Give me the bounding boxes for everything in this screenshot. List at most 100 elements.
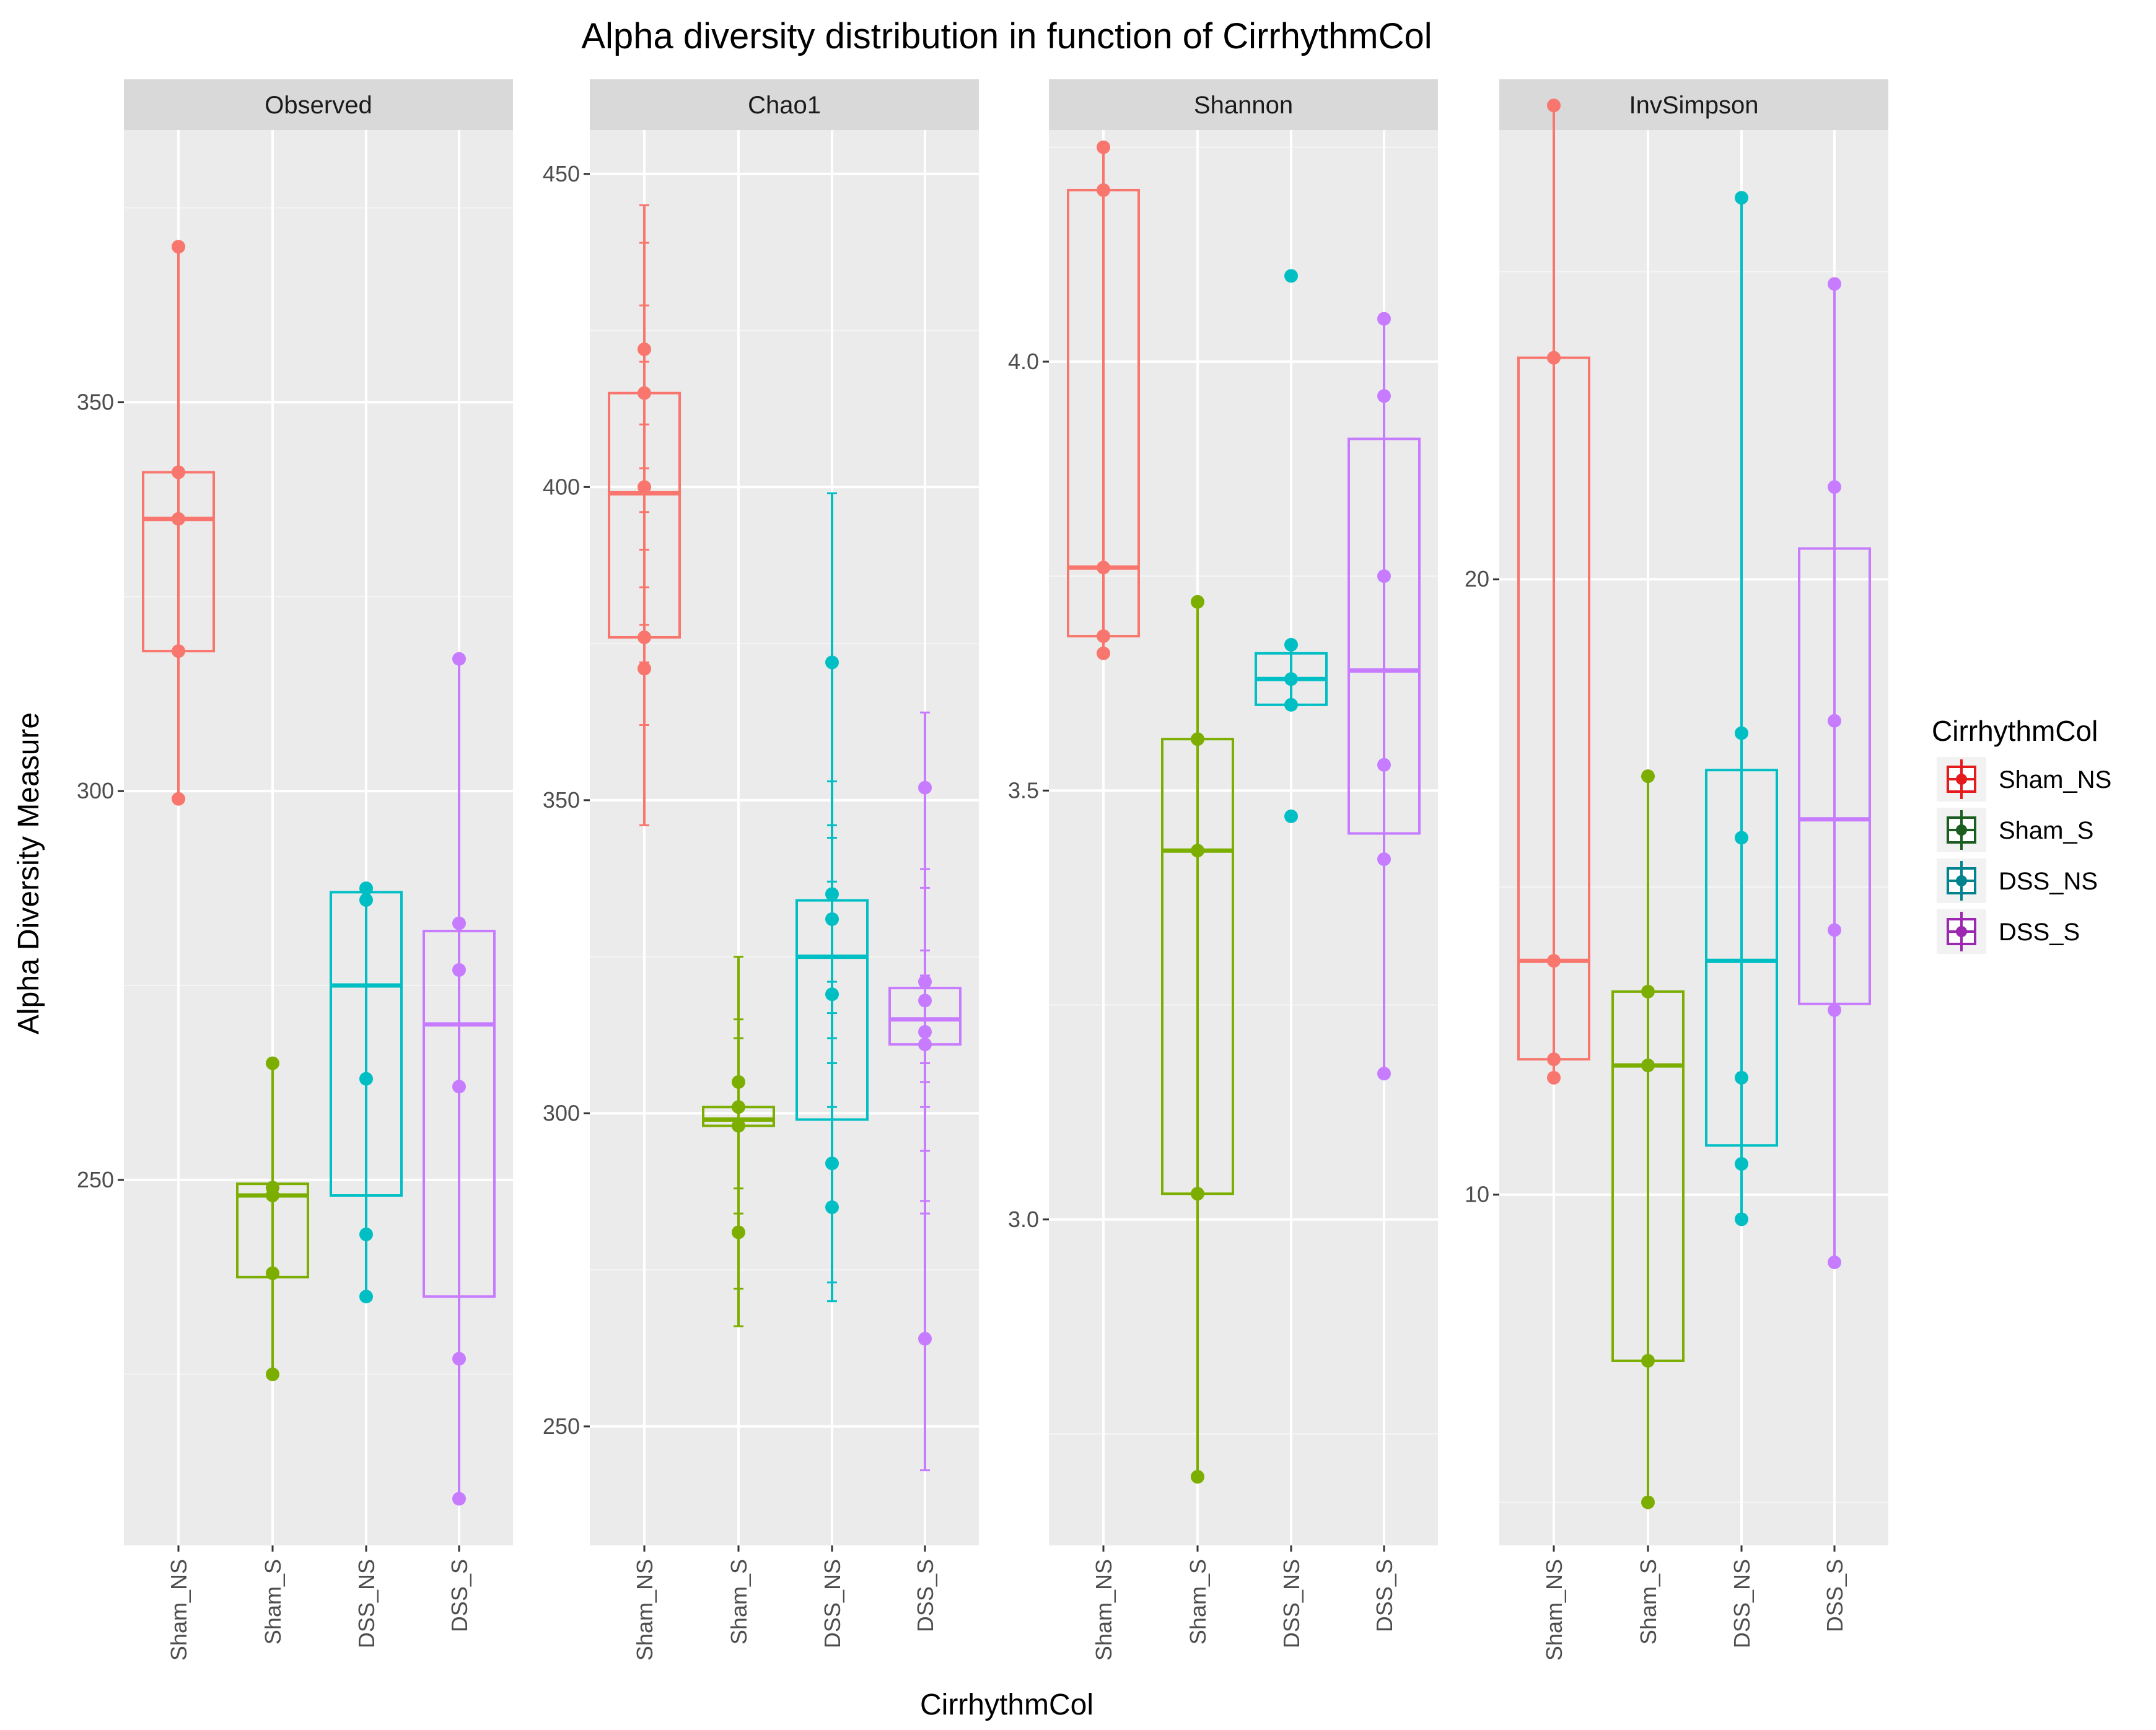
data-point — [825, 887, 839, 901]
strip-background — [1049, 79, 1438, 130]
panel-background — [124, 130, 513, 1545]
data-point — [1377, 312, 1391, 326]
data-point — [1735, 1157, 1748, 1171]
data-point — [1284, 672, 1298, 686]
data-point — [825, 987, 839, 1002]
boxplot-dss-s — [1798, 277, 1871, 1269]
data-point — [172, 465, 185, 479]
data-point — [266, 1266, 279, 1280]
boxplot-sham-s — [1161, 595, 1234, 1484]
legend-label: Sham_NS — [1999, 766, 2111, 793]
box — [1705, 769, 1778, 1147]
data-point — [638, 386, 651, 400]
strip-background — [124, 79, 513, 130]
data-point — [452, 652, 466, 666]
data-point — [1191, 1187, 1204, 1201]
data-point — [638, 342, 651, 356]
x-tick-label-sham-ns: Sham_NS — [1541, 1559, 1567, 1661]
boxplot-sham-ns — [608, 204, 681, 826]
y-tick-label: 3.5 — [1008, 777, 1039, 803]
legend-key-point — [1956, 774, 1967, 785]
boxplot-dss-ns — [1705, 191, 1778, 1226]
data-point — [732, 1075, 745, 1089]
boxplot-sham-ns — [1517, 98, 1590, 1085]
x-tick-label-dss-s: DSS_S — [447, 1559, 472, 1632]
data-point — [1377, 389, 1391, 403]
data-point — [1284, 697, 1298, 712]
data-point — [918, 780, 932, 795]
data-point — [1735, 831, 1748, 845]
data-point — [1641, 769, 1655, 784]
legend-title: CirrhythmCol — [1932, 715, 2098, 747]
legend-label: DSS_NS — [1999, 868, 2098, 895]
data-point — [452, 1080, 466, 1094]
data-point — [1735, 1070, 1748, 1085]
x-tick-label-dss-s: DSS_S — [1822, 1559, 1847, 1632]
data-point — [825, 1156, 839, 1171]
legend: CirrhythmCol Sham_NS Sham_S DSS_NS DSS_S — [1932, 715, 2111, 954]
x-tick-label-dss-ns: DSS_NS — [1729, 1559, 1755, 1648]
y-tick-label: 250 — [77, 1167, 114, 1192]
panel-observed: Observed 250 300 350 Sham_NS Sham_S DSS_NS DSS_… — [77, 79, 513, 1661]
y-axis-title: Alpha Diversity Measure — [12, 712, 45, 1034]
x-tick-label-sham-s: Sham_S — [1185, 1559, 1211, 1645]
data-point — [825, 1200, 839, 1215]
data-point — [1828, 1003, 1841, 1017]
data-point — [1828, 1256, 1841, 1269]
chart-title: Alpha diversity distribution in function… — [581, 16, 1432, 56]
strip-label-observed: Observed — [265, 92, 372, 119]
x-tick-label-dss-s: DSS_S — [1372, 1559, 1397, 1632]
data-point — [1377, 758, 1391, 772]
legend-key-point — [1956, 875, 1967, 886]
boxplot-dss-ns — [1255, 269, 1328, 823]
legend-label: DSS_S — [1999, 919, 2080, 946]
data-point — [266, 1056, 279, 1070]
boxplot-dss-s — [423, 652, 496, 1506]
data-point — [1547, 1052, 1561, 1067]
strip-label-invsimpson: InvSimpson — [1629, 92, 1759, 119]
data-point — [1828, 923, 1841, 937]
y-tick-label: 3.0 — [1008, 1207, 1039, 1232]
data-point — [732, 1100, 745, 1114]
y-tick-label: 10 — [1465, 1182, 1489, 1207]
data-point — [918, 1024, 932, 1039]
data-point — [638, 480, 651, 494]
data-point — [1097, 140, 1110, 154]
panel-background — [590, 130, 979, 1545]
y-tick-label: 450 — [543, 161, 580, 186]
data-point — [638, 662, 651, 676]
boxplot-sham-ns — [142, 240, 215, 806]
data-point — [918, 1332, 932, 1346]
data-point — [1547, 98, 1561, 113]
data-point — [452, 1492, 466, 1506]
legend-label: Sham_S — [1999, 817, 2093, 844]
data-point — [1284, 809, 1298, 823]
data-point — [638, 630, 651, 644]
data-point — [1284, 269, 1298, 283]
data-point — [825, 912, 839, 926]
panel-background — [1499, 130, 1888, 1545]
panel-shannon: Shannon 3.0 3.5 4.0 Sham_NS Sham_S DSS_NS DSS_S — [1008, 79, 1438, 1661]
data-point — [359, 1072, 373, 1086]
boxplot-sham-ns — [1067, 140, 1140, 660]
boxplot-sham-s — [1611, 769, 1685, 1509]
strip-label-chao1: Chao1 — [748, 92, 821, 119]
data-point — [266, 1367, 279, 1381]
data-point — [359, 881, 373, 896]
data-point — [1377, 852, 1391, 867]
data-point — [1641, 1495, 1655, 1509]
y-tick-label: 4.0 — [1008, 349, 1039, 374]
data-point — [1735, 726, 1748, 740]
data-point — [1191, 844, 1204, 858]
boxplot-sham-s — [236, 1056, 309, 1381]
boxplot-dss-s — [888, 711, 962, 1472]
x-tick-label-dss-ns: DSS_NS — [1279, 1559, 1304, 1648]
x-tick-label-sham-s: Sham_S — [260, 1559, 286, 1645]
y-tick-label: 350 — [77, 389, 114, 414]
data-point — [359, 1290, 373, 1304]
data-point — [825, 655, 839, 670]
data-point — [359, 893, 373, 907]
boxplot-dss-ns — [330, 881, 403, 1304]
data-point — [1547, 954, 1561, 968]
data-point — [1097, 183, 1110, 197]
